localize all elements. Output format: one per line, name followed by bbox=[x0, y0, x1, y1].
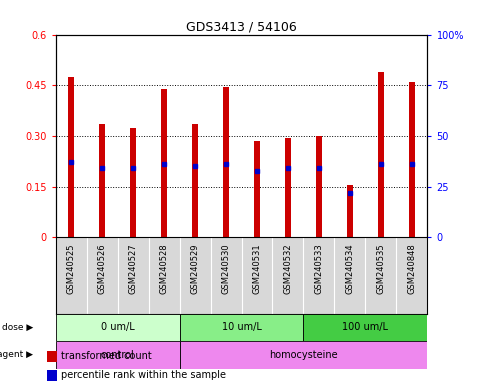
Bar bbox=[56, 341, 180, 369]
Bar bbox=[192, 124, 198, 237]
Text: GSM240530: GSM240530 bbox=[222, 243, 230, 294]
Bar bbox=[47, 370, 57, 381]
Bar bbox=[99, 124, 105, 237]
Text: GSM240532: GSM240532 bbox=[284, 243, 293, 294]
Text: 10 um/L: 10 um/L bbox=[222, 322, 261, 332]
Bar bbox=[180, 314, 303, 341]
Bar bbox=[223, 87, 229, 237]
Bar bbox=[68, 77, 74, 237]
Text: GSM240535: GSM240535 bbox=[376, 243, 385, 294]
Bar bbox=[303, 314, 427, 341]
Text: percentile rank within the sample: percentile rank within the sample bbox=[61, 370, 226, 381]
Text: agent ▶: agent ▶ bbox=[0, 350, 33, 359]
Text: GSM240526: GSM240526 bbox=[98, 243, 107, 294]
Text: GSM240528: GSM240528 bbox=[159, 243, 169, 294]
Text: GSM240533: GSM240533 bbox=[314, 243, 324, 294]
Bar bbox=[285, 138, 291, 237]
Text: GSM240527: GSM240527 bbox=[128, 243, 138, 294]
Text: homocysteine: homocysteine bbox=[269, 350, 338, 360]
Bar bbox=[347, 185, 353, 237]
Bar bbox=[180, 341, 427, 369]
Text: 100 um/L: 100 um/L bbox=[342, 322, 388, 332]
Bar bbox=[254, 141, 260, 237]
Title: GDS3413 / 54106: GDS3413 / 54106 bbox=[186, 20, 297, 33]
Bar bbox=[161, 89, 167, 237]
Bar bbox=[378, 72, 384, 237]
Text: transformed count: transformed count bbox=[61, 351, 152, 361]
Bar bbox=[47, 351, 57, 362]
Bar bbox=[409, 82, 415, 237]
Bar bbox=[56, 314, 180, 341]
Text: control: control bbox=[100, 350, 134, 360]
Bar bbox=[316, 136, 322, 237]
Bar bbox=[130, 127, 136, 237]
Text: GSM240529: GSM240529 bbox=[190, 243, 199, 294]
Text: GSM240531: GSM240531 bbox=[253, 243, 261, 294]
Text: dose ▶: dose ▶ bbox=[2, 323, 33, 332]
Text: 0 um/L: 0 um/L bbox=[100, 322, 134, 332]
Text: GSM240525: GSM240525 bbox=[67, 243, 75, 294]
Text: GSM240848: GSM240848 bbox=[408, 243, 416, 294]
Text: GSM240534: GSM240534 bbox=[345, 243, 355, 294]
